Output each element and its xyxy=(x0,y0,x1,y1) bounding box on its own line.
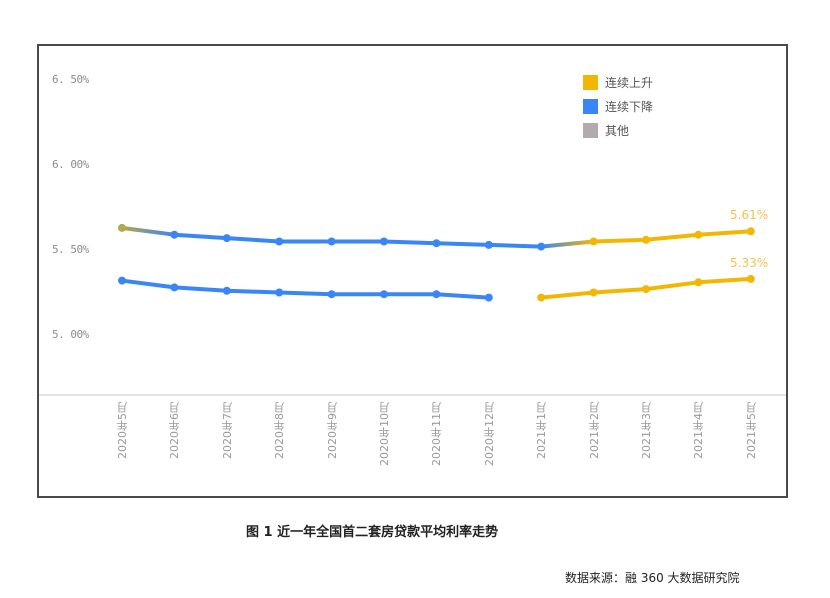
data-point[interactable] xyxy=(537,293,546,302)
x-tick-label: 2021年2月 xyxy=(587,402,601,459)
series-1-segment xyxy=(224,288,282,295)
series-0-segment xyxy=(172,232,229,241)
data-point[interactable] xyxy=(589,237,598,246)
legend-item-other: 其他 xyxy=(583,118,653,142)
legend-item-rising: 连续上升 xyxy=(583,70,653,94)
data-point[interactable] xyxy=(484,293,493,302)
data-point[interactable] xyxy=(746,274,755,283)
legend-item-falling: 连续下降 xyxy=(583,94,653,118)
data-point[interactable] xyxy=(432,239,441,248)
series-1-segment xyxy=(539,290,596,300)
x-tick-label: 2020年10月 xyxy=(378,402,391,466)
legend-swatch-rising xyxy=(583,74,598,90)
series-1-segment xyxy=(277,290,334,297)
end-label-first-home: 5.61% xyxy=(730,208,769,222)
series-0-segment xyxy=(591,237,648,244)
data-point[interactable] xyxy=(170,283,179,292)
x-tick-label: 2020年7月 xyxy=(220,402,234,459)
figure-caption: 图 1 近一年全国首二套房贷款平均利率走势 xyxy=(246,525,499,540)
data-point[interactable] xyxy=(642,235,650,244)
legend-label-falling: 连续下降 xyxy=(605,99,654,114)
series-1-segment xyxy=(120,278,177,290)
data-point[interactable] xyxy=(694,278,703,287)
legend-swatch-other xyxy=(583,122,598,138)
data-point[interactable] xyxy=(275,237,284,246)
x-tick-label: 2020年11月 xyxy=(430,402,444,466)
chart-legend: 连续上升 连续下降 其他 xyxy=(583,70,653,142)
x-tick-label: 2020年9月 xyxy=(325,402,339,459)
x-tick-label: 2020年12月 xyxy=(482,402,496,466)
y-tick-500: 5. 00% xyxy=(52,328,89,341)
series-1-segment xyxy=(434,292,491,300)
data-point[interactable] xyxy=(327,290,336,299)
x-tick-label: 2020年8月 xyxy=(273,402,287,459)
x-tick-label: 2021年5月 xyxy=(744,402,758,459)
data-point[interactable] xyxy=(537,242,546,251)
series-0-segment xyxy=(696,229,753,237)
series-1-segment xyxy=(172,285,229,293)
y-tick-650: 6. 50% xyxy=(52,73,89,86)
series-1-segment xyxy=(644,280,701,292)
data-point[interactable] xyxy=(694,230,703,239)
y-tick-550: 5. 50% xyxy=(52,243,89,256)
data-point[interactable] xyxy=(380,237,388,246)
legend-swatch-falling xyxy=(583,98,598,114)
x-tick-label: 2020年5月 xyxy=(116,402,129,459)
x-tick-label: 2021年3月 xyxy=(640,402,653,459)
series-0-segment xyxy=(224,236,282,244)
y-tick-600: 6. 00% xyxy=(52,158,89,171)
data-point[interactable] xyxy=(118,223,126,232)
series-0-segment xyxy=(434,241,491,247)
data-point[interactable] xyxy=(275,288,284,297)
data-point[interactable] xyxy=(118,276,126,285)
data-point[interactable] xyxy=(432,290,441,299)
data-point[interactable] xyxy=(589,288,598,297)
data-point[interactable] xyxy=(222,286,231,295)
legend-label-rising: 连续上升 xyxy=(605,75,654,90)
x-tick-label: 2020年6月 xyxy=(168,402,182,459)
data-point[interactable] xyxy=(327,237,336,246)
series-0-segment xyxy=(539,239,596,249)
series-0-segment xyxy=(644,232,701,242)
series-0-segment xyxy=(382,239,439,246)
data-point[interactable] xyxy=(222,234,231,243)
series-0-segment xyxy=(486,242,544,249)
data-point[interactable] xyxy=(380,290,388,299)
series-1-segment xyxy=(591,287,648,295)
data-point[interactable] xyxy=(484,240,493,249)
series-0-segment xyxy=(120,225,177,237)
data-point[interactable] xyxy=(642,285,650,294)
series-1-segment xyxy=(696,276,753,285)
data-source: 数据来源：融 360 大数据研究院 xyxy=(565,571,740,585)
data-point[interactable] xyxy=(170,230,179,239)
legend-label-other: 其他 xyxy=(605,123,630,138)
data-point[interactable] xyxy=(746,227,755,236)
x-tick-label: 2021年4月 xyxy=(692,402,706,459)
x-tick-label: 2021年1月 xyxy=(535,402,549,459)
chart-frame xyxy=(37,44,788,498)
end-label-second-home: 5.33% xyxy=(730,256,769,270)
